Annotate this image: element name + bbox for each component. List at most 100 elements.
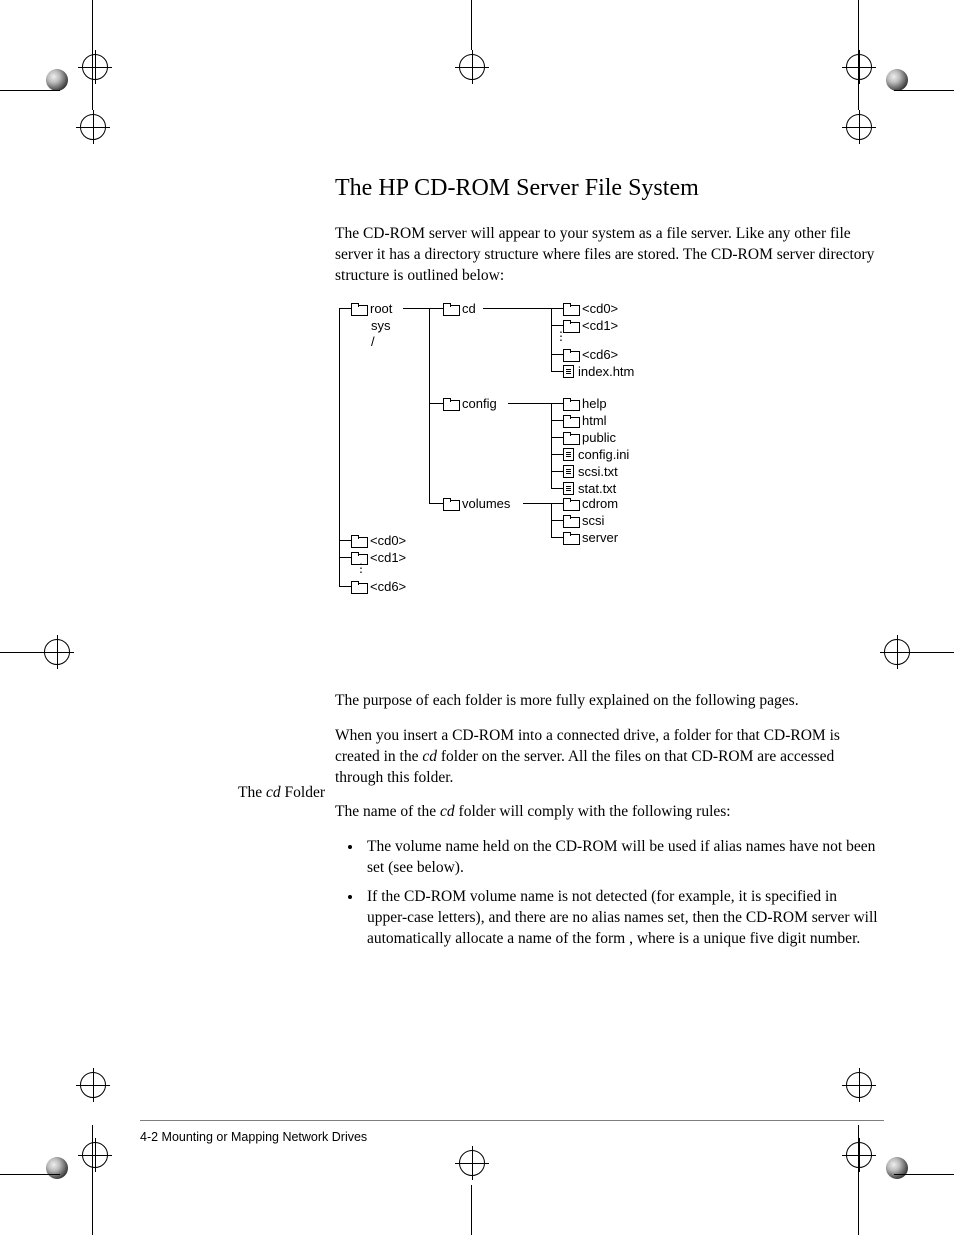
tree-connector — [551, 325, 563, 326]
tree-connector — [551, 403, 563, 404]
tree-node: public — [563, 430, 616, 445]
sidehead-post: Folder — [281, 784, 325, 801]
folder-icon — [563, 515, 578, 526]
tree-connector — [339, 540, 351, 541]
tree-label: <cd1> — [582, 318, 618, 333]
tree-label: volumes — [462, 496, 510, 511]
cd-folder-paragraph-1: When you insert a CD-ROM into a connecte… — [335, 726, 880, 789]
text-italic: cd — [422, 748, 437, 765]
text-italic: cd — [440, 803, 455, 820]
tree-node: <cd0> — [351, 533, 406, 548]
tree-connector — [551, 308, 563, 309]
tree-node: server — [563, 530, 618, 545]
folder-icon — [563, 498, 578, 509]
crop-mark-bc — [455, 1146, 489, 1185]
tree-node: <cd1> — [563, 318, 618, 333]
folder-icon — [563, 532, 578, 543]
tree-label: cd — [462, 301, 476, 316]
page: The cd Folder The HP CD-ROM Server File … — [0, 0, 954, 1235]
cd-folder-paragraph-2: The name of the cd folder will comply wi… — [335, 802, 880, 823]
file-icon — [563, 482, 574, 495]
tree-connector — [429, 403, 443, 404]
sidehead-italic: cd — [266, 784, 281, 801]
tree-node: sys — [371, 318, 391, 333]
folder-icon — [563, 398, 578, 409]
folder-icon — [443, 498, 458, 509]
tree-node: scsi — [563, 513, 604, 528]
tree-node: html — [563, 413, 607, 428]
tree-label: scsi — [582, 513, 604, 528]
tree-label: <cd6> — [582, 347, 618, 362]
crop-mark-tl — [40, 50, 112, 97]
folder-icon — [351, 535, 366, 546]
tree-label: / — [371, 334, 375, 349]
sidehead-pre: The — [238, 784, 266, 801]
crop-mark-br — [842, 1138, 914, 1185]
tree-node: index.htm — [563, 364, 634, 379]
tree-connector — [403, 308, 443, 309]
tree-label: html — [582, 413, 607, 428]
tree-node: config — [443, 396, 497, 411]
tree-label: root — [370, 301, 392, 316]
tree-label: help — [582, 396, 607, 411]
rules-list: The volume name held on the CD-ROM will … — [335, 837, 880, 950]
tree-node: <cd0> — [563, 301, 618, 316]
intro-paragraph: The CD-ROM server will appear to your sy… — [335, 224, 880, 287]
tree-ellipsis-icon: ⋮ — [555, 329, 566, 343]
tree-label: <cd6> — [370, 579, 406, 594]
file-icon — [563, 365, 574, 378]
tree-label: config — [462, 396, 497, 411]
sidehead-cd-folder: The cd Folder — [238, 784, 325, 802]
tree-node: volumes — [443, 496, 510, 511]
folder-icon — [351, 303, 366, 314]
tree-node: scsi.txt — [563, 464, 618, 479]
folder-icon — [563, 432, 578, 443]
tree-connector — [551, 403, 552, 488]
after-tree-paragraph: The purpose of each folder is more fully… — [335, 691, 880, 712]
tree-ellipsis-icon: ⋮ — [355, 561, 366, 575]
crop-mark-tr — [842, 50, 914, 97]
tree-connector — [551, 371, 563, 372]
page-title: The HP CD-ROM Server File System — [335, 175, 880, 202]
tree-node: help — [563, 396, 607, 411]
crop-mark-ml — [40, 635, 74, 674]
tree-connector — [339, 308, 351, 309]
tree-connector — [551, 488, 563, 489]
tree-connector — [339, 557, 351, 558]
tree-label: <cd0> — [370, 533, 406, 548]
tree-node: config.ini — [563, 447, 629, 462]
tree-connector — [551, 471, 563, 472]
tree-connector — [429, 308, 430, 503]
tree-label: cdrom — [582, 496, 618, 511]
tree-connector — [339, 308, 340, 586]
folder-icon — [563, 303, 578, 314]
tree-label: config.ini — [578, 447, 629, 462]
tree-connector — [551, 520, 563, 521]
list-item: The volume name held on the CD-ROM will … — [363, 837, 880, 879]
tree-label: <cd1> — [370, 550, 406, 565]
text-span: The name of the — [335, 803, 440, 820]
folder-icon — [443, 398, 458, 409]
crop-mark-tc — [455, 50, 489, 89]
tree-label: <cd0> — [582, 301, 618, 316]
crop-mark-bl — [40, 1138, 112, 1185]
tree-node: stat.txt — [563, 481, 616, 496]
tree-label: scsi.txt — [578, 464, 618, 479]
tree-connector — [551, 420, 563, 421]
tree-node: / — [371, 334, 375, 349]
tree-node: cdrom — [563, 496, 618, 511]
tree-connector — [429, 503, 443, 504]
folder-icon — [443, 303, 458, 314]
tree-label: index.htm — [578, 364, 634, 379]
tree-node: root — [351, 301, 392, 316]
tree-label: sys — [371, 318, 391, 333]
tree-connector — [551, 354, 563, 355]
file-icon — [563, 448, 574, 461]
folder-icon — [563, 349, 578, 360]
tree-connector — [551, 308, 552, 371]
tree-connector — [339, 586, 351, 587]
tree-connector — [551, 537, 563, 538]
tree-node: <cd6> — [351, 579, 406, 594]
folder-icon — [563, 415, 578, 426]
tree-label: server — [582, 530, 618, 545]
